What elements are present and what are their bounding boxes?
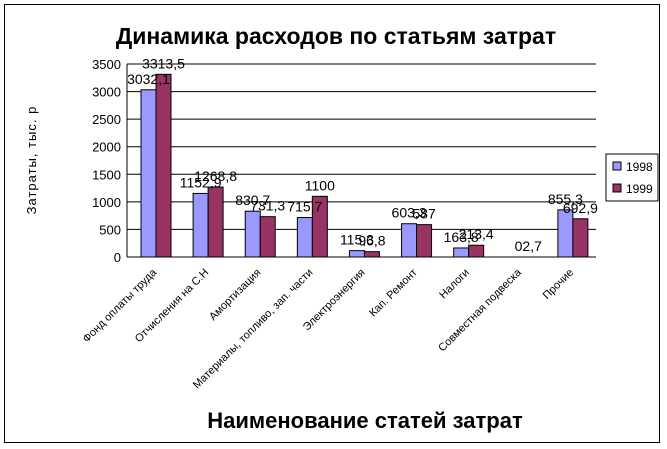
data-label-1998: 715,7 [287, 199, 322, 215]
bar-1998 [244, 210, 261, 258]
y-axis-title: Затраты, тыс. р [24, 106, 39, 215]
bar-1998 [401, 223, 418, 258]
x-axis-title: Наименование статей затрат [207, 408, 523, 433]
data-label-1998: 1152,9 [180, 174, 222, 190]
bar-1998 [453, 247, 470, 258]
data-label-1999: 1268,8 [194, 168, 237, 184]
legend-label-1999: 1999 [626, 182, 653, 196]
bar-1999 [207, 186, 224, 258]
data-label-1998: 163,8 [444, 229, 479, 245]
data-label-1999: 731,3 [250, 198, 285, 214]
bar-1998 [192, 192, 209, 258]
y-tick-label: 3000 [92, 85, 121, 100]
legend-label-1998: 1998 [626, 160, 653, 174]
chart-title: Динамика расходов по статьям затрат [116, 23, 556, 49]
legend: 1998 1999 [605, 153, 659, 202]
data-label-1999: 02,7 [515, 238, 542, 254]
bar-1998 [557, 209, 574, 258]
data-label-1999: 587 [412, 206, 436, 222]
data-label-1999: 692,9 [563, 200, 598, 216]
legend-swatch-1999 [612, 183, 622, 193]
y-tick-label: 0 [114, 250, 121, 265]
x-tick-label: Кап. Ремонт [367, 267, 420, 320]
bar-1998 [348, 250, 365, 258]
bar-1999 [259, 216, 276, 258]
chart-frame [4, 4, 660, 443]
plot-area: 0 500 1000 1500 2000 2500 3000 3500 3032,1 1152,9… [81, 55, 599, 391]
bar-1999 [416, 224, 433, 258]
bar-1998 [296, 217, 313, 258]
y-tick-label: 2500 [92, 112, 121, 127]
data-label-1999: 3313,5 [142, 55, 185, 71]
data-label-1999: 1100 [305, 177, 335, 193]
y-tick-label: 3500 [92, 57, 121, 72]
data-label-1998: 830,7 [235, 192, 270, 208]
bar-1999 [155, 73, 172, 258]
legend-swatch-1998 [612, 161, 622, 171]
y-tick-label: 500 [99, 222, 121, 237]
data-label-1998: 603,3 [392, 205, 427, 221]
x-tick-label: Прочие [541, 267, 576, 302]
data-label-1998: 855,3 [548, 191, 583, 207]
bar-1999 [363, 251, 380, 258]
bar-1998 [140, 89, 157, 258]
data-label-1999: 213,4 [459, 226, 494, 242]
data-label-1998: 3032,1 [127, 71, 170, 87]
data-label-1998: 115,3 [340, 232, 374, 248]
y-tick-label: 1000 [92, 195, 121, 210]
x-tick-label: Налоги [437, 267, 472, 302]
data-label-1999: 96,8 [358, 233, 385, 249]
y-tick-label: 1500 [92, 167, 121, 182]
y-tick-label: 2000 [92, 140, 121, 155]
bar-1999 [572, 218, 589, 258]
x-tick-label: Амортизация [207, 267, 263, 323]
bar-1999 [468, 244, 485, 258]
